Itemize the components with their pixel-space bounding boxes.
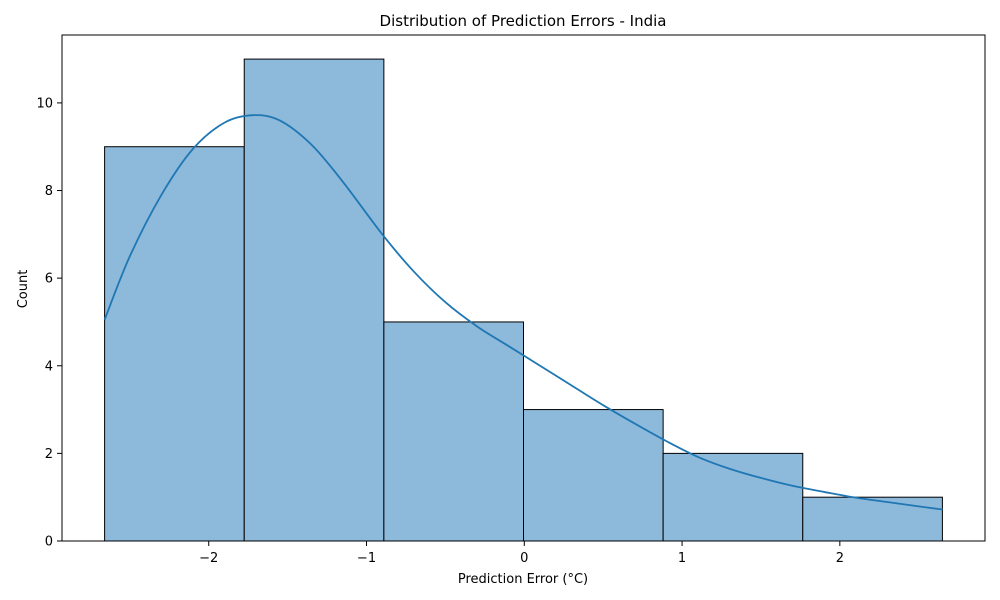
- y-tick-label: 2: [45, 447, 53, 462]
- x-tick-label: 0: [520, 551, 528, 566]
- histogram-bar-6: [802, 496, 943, 542]
- chart-title: Distribution of Prediction Errors - Indi…: [380, 12, 667, 30]
- x-tick-label: 1: [678, 551, 686, 566]
- y-tick-label: 0: [45, 535, 53, 550]
- histogram-bar-5: [662, 452, 804, 542]
- y-axis-label: Count: [16, 270, 31, 309]
- y-axis-ticks: 0 2 4 6 8 10: [36, 96, 62, 550]
- kde-curve-line: [103, 114, 943, 511]
- plot-frame: [61, 34, 986, 542]
- histogram-bar-1: [104, 146, 245, 542]
- histogram-bars: [104, 58, 943, 542]
- x-axis-ticks: −2 −1 0 1 2: [199, 541, 844, 566]
- histogram-bar-3: [383, 321, 524, 542]
- x-tick-label: −1: [357, 551, 376, 566]
- x-axis-label: Prediction Error (°C): [458, 572, 588, 587]
- histogram-bar-4: [523, 409, 664, 542]
- x-tick-label: 2: [836, 551, 844, 566]
- y-tick-label: 6: [45, 272, 53, 287]
- y-tick-label: 4: [45, 359, 53, 374]
- x-tick-label: −2: [199, 551, 218, 566]
- y-tick-label: 8: [45, 184, 53, 199]
- histogram-bar-2: [243, 58, 385, 542]
- y-tick-label: 10: [36, 96, 53, 111]
